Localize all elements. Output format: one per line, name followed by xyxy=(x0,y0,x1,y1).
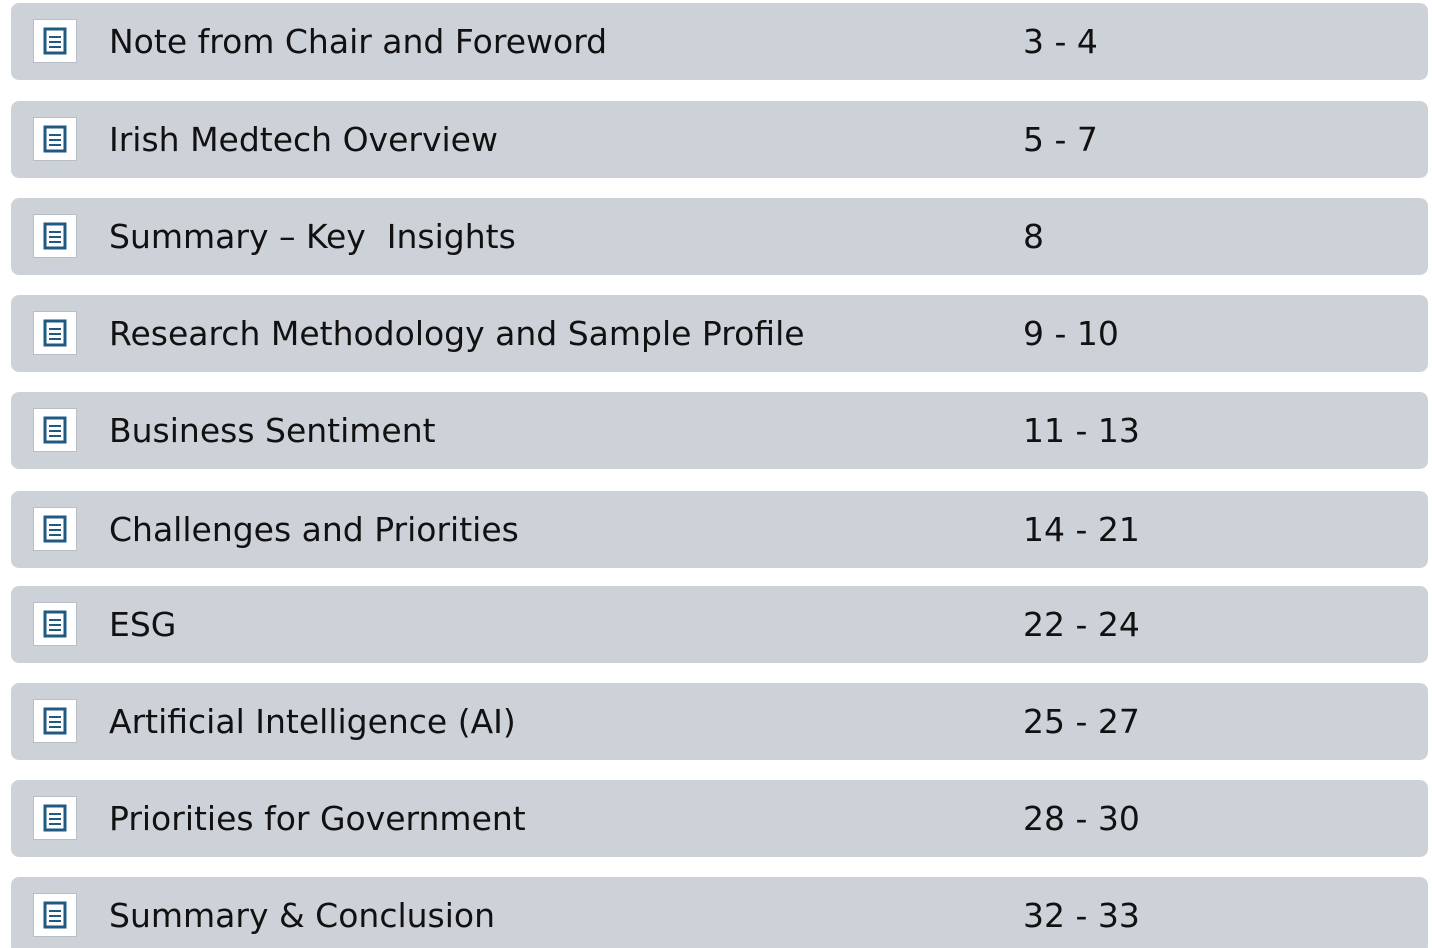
toc-row: Summary & Conclusion 32 - 33 xyxy=(11,877,1428,948)
page-range: 32 - 33 xyxy=(1023,896,1140,935)
toc-row: Research Methodology and Sample Profile 9… xyxy=(11,295,1428,372)
page-range: 25 - 27 xyxy=(1023,702,1140,741)
icon xyxy=(33,214,77,258)
toc-title: Business Sentiment xyxy=(109,411,436,450)
toc-title: Research Methodology and Sample Profile xyxy=(109,314,805,353)
page-range: 9 - 10 xyxy=(1023,314,1119,353)
toc-title: Artificial Intelligence (AI) xyxy=(109,702,516,741)
page-range: 8 xyxy=(1023,217,1044,256)
icon xyxy=(33,893,77,937)
page-range: 28 - 30 xyxy=(1023,799,1140,838)
toc-row: Artificial Intelligence (AI) 25 - 27 xyxy=(11,683,1428,760)
page-range: 22 - 24 xyxy=(1023,605,1140,644)
toc-row: Note from Chair and Foreword 3 - 4 xyxy=(11,3,1428,80)
toc-title: ESG xyxy=(109,605,177,644)
page-range: 5 - 7 xyxy=(1023,120,1098,159)
toc-title: Irish Medtech Overview xyxy=(109,120,498,159)
icon xyxy=(33,796,77,840)
icon xyxy=(33,19,77,63)
page-range: 3 - 4 xyxy=(1023,22,1098,61)
toc-title: Summary & Conclusion xyxy=(109,896,496,935)
toc-row: Priorities for Government 28 - 30 xyxy=(11,780,1428,857)
page-range: 11 - 13 xyxy=(1023,411,1140,450)
icon xyxy=(33,507,77,551)
toc-title: Summary – Key Insights xyxy=(109,217,516,256)
toc-row: Summary – Key Insights 8 xyxy=(11,198,1428,275)
toc-row: Challenges and Priorities 14 - 21 xyxy=(11,491,1428,568)
icon xyxy=(33,311,77,355)
toc-title: Note from Chair and Foreword xyxy=(109,22,608,61)
toc-row: ESG 22 - 24 xyxy=(11,586,1428,663)
toc-row: Business Sentiment 11 - 13 xyxy=(11,392,1428,469)
toc-title: Challenges and Priorities xyxy=(109,510,519,549)
toc-row: Irish Medtech Overview 5 - 7 xyxy=(11,101,1428,178)
icon xyxy=(33,408,77,452)
page-range: 14 - 21 xyxy=(1023,510,1140,549)
icon xyxy=(33,117,77,161)
toc-title: Priorities for Government xyxy=(109,799,526,838)
icon xyxy=(33,699,77,743)
icon xyxy=(33,602,77,646)
